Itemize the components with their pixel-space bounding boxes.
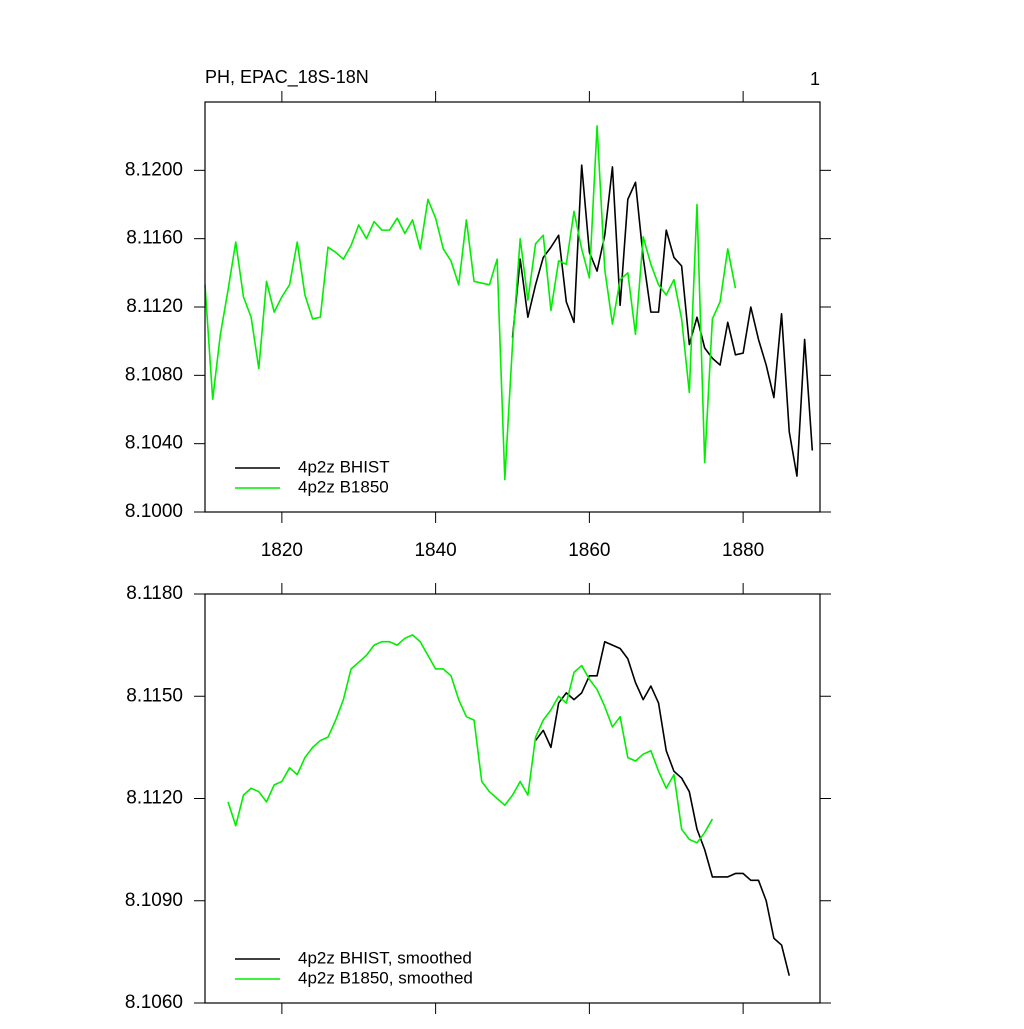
- y-tick-label: 8.1080: [125, 364, 183, 385]
- legend-label: 4p2z B1850: [298, 477, 389, 496]
- x-tick-label: 1860: [568, 540, 610, 561]
- y-tick-label: 8.1060: [125, 992, 183, 1013]
- y-tick-label: 8.1040: [125, 433, 183, 454]
- data-line: [534, 640, 791, 976]
- data-line: [227, 634, 714, 844]
- y-tick-label: 8.1200: [125, 159, 183, 180]
- chart-title: PH, EPAC_18S-18N: [205, 67, 369, 88]
- chart-right-title: 1: [810, 69, 820, 89]
- y-tick-label: 8.1160: [126, 228, 183, 249]
- y-tick-label: 8.1120: [126, 788, 183, 809]
- data-line: [204, 125, 737, 481]
- plot-frame: [204, 101, 821, 513]
- plot-frame: [204, 593, 821, 1004]
- y-tick-label: 8.1150: [126, 685, 183, 706]
- x-tick-label: 1880: [722, 540, 764, 561]
- x-tick-label: 1840: [414, 540, 456, 561]
- y-tick-label: 8.1180: [126, 583, 183, 604]
- y-tick-label: 8.1090: [125, 890, 183, 911]
- legend-label: 4p2z BHIST, smoothed: [298, 948, 472, 967]
- legend-label: 4p2z B1850, smoothed: [298, 968, 473, 987]
- data-line: [511, 164, 814, 477]
- y-tick-label: 8.1120: [126, 296, 183, 317]
- y-tick-label: 8.1000: [125, 501, 183, 522]
- legend-label: 4p2z BHIST: [298, 457, 390, 476]
- x-tick-label: 1820: [261, 540, 303, 561]
